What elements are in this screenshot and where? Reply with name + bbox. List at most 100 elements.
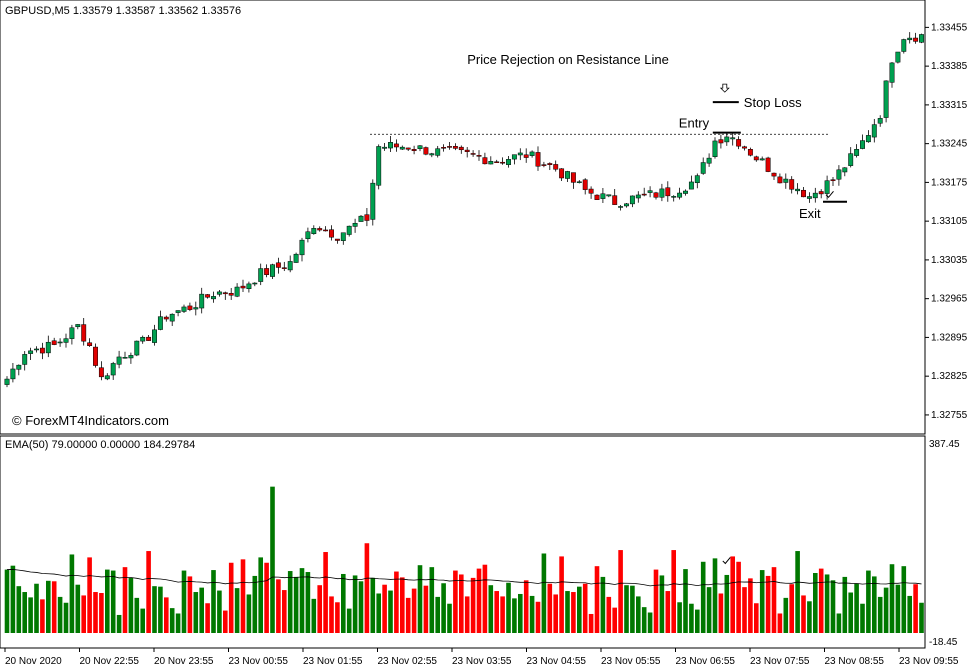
volume-bar-down (476, 568, 482, 633)
price-tick-label: 1.33105 (931, 216, 968, 227)
bear-candle (405, 147, 411, 150)
volume-bar-down (771, 567, 777, 633)
bear-candle (818, 191, 824, 195)
volume-bar-up (901, 566, 907, 633)
volume-bar-down (99, 593, 104, 633)
bull-candle (435, 148, 441, 156)
bull-candle (116, 356, 122, 365)
volume-bar-down (665, 591, 671, 633)
volume-bar-up (28, 597, 33, 633)
volume-bar-down (93, 592, 98, 633)
time-tick-label: 23 Nov 00:55 (229, 656, 289, 667)
volume-bar-up (529, 595, 535, 633)
volume-bar-up (565, 591, 570, 633)
volume-bar-up (57, 596, 63, 633)
price-tick-label: 1.33315 (931, 100, 968, 111)
bull-candle (842, 167, 848, 173)
bear-candle (222, 292, 228, 295)
volume-bar-down (618, 550, 623, 633)
bull-candle (311, 228, 317, 234)
volume-tick-label: 387.45 (929, 439, 960, 450)
price-tick-label: 1.32755 (931, 410, 968, 421)
bull-candle (346, 225, 352, 235)
volume-bar-down (765, 575, 771, 633)
volume-bar-up (683, 569, 688, 633)
volume-bar-up (712, 558, 718, 633)
volume-bar-up (152, 586, 157, 633)
price-tick-label: 1.33175 (931, 177, 968, 188)
volume-bar-up (877, 596, 883, 633)
bear-candle (323, 229, 329, 232)
volume-bar-up (358, 581, 364, 633)
bear-candle (87, 342, 93, 346)
bull-candle (417, 145, 423, 150)
volume-bar-up (34, 583, 39, 633)
volume-tick-label: -18.45 (929, 637, 958, 648)
volume-bar-up (506, 582, 511, 633)
bull-candle (883, 80, 889, 118)
volume-bar-down (535, 601, 541, 633)
bull-candle (647, 190, 653, 193)
volume-bar-up (69, 554, 75, 633)
volume-bar-up (128, 577, 134, 633)
volume-bar-up (689, 603, 694, 633)
volume-bar-up (659, 575, 665, 633)
bull-candle (216, 291, 222, 295)
bull-candle (75, 324, 81, 328)
volume-bar-up (417, 565, 423, 633)
bull-candle (169, 313, 175, 322)
bull-candle (305, 231, 311, 240)
bear-candle (541, 164, 547, 166)
time-tick-label: 20 Nov 22:55 (80, 656, 140, 667)
volume-bar-up (883, 587, 889, 633)
volume-bar-up (287, 571, 293, 633)
volume-bar-up (630, 585, 635, 633)
bear-candle (570, 172, 576, 183)
bear-candle (393, 143, 399, 148)
bear-candle (205, 294, 211, 298)
volume-bar-up (783, 597, 789, 633)
bear-candle (594, 194, 600, 200)
volume-bar-up (211, 570, 216, 633)
bear-candle (747, 149, 753, 156)
bull-candle (382, 146, 388, 149)
time-tick-label: 23 Nov 09:55 (899, 656, 959, 667)
volume-bar-up (641, 607, 647, 633)
bull-candle (358, 215, 364, 222)
volume-bar-down (559, 556, 564, 633)
price-panel[interactable] (0, 0, 926, 435)
bear-candle (777, 176, 783, 184)
bull-candle (659, 188, 665, 198)
bull-candle (16, 364, 22, 370)
volume-bar-up (647, 612, 653, 633)
volume-bar-up (105, 569, 110, 633)
volume-bar-up (889, 564, 895, 633)
volume-bar-down (730, 556, 735, 633)
bull-candle (252, 282, 258, 285)
volume-bar-up (299, 568, 305, 633)
bull-candle (517, 152, 523, 156)
bull-candle (700, 162, 706, 174)
volume-bar-down (789, 584, 794, 633)
volume-bar-up (258, 557, 263, 633)
time-tick-label: 23 Nov 07:55 (750, 656, 810, 667)
bull-candle (629, 195, 635, 205)
volume-bar-down (482, 564, 488, 633)
volume-bar-up (830, 580, 836, 633)
volume-bar-down (606, 596, 612, 633)
volume-bar-up (848, 592, 853, 633)
bear-candle (535, 152, 541, 167)
volume-bar-up (854, 583, 859, 633)
bull-candle (234, 286, 240, 297)
bull-candle (600, 193, 606, 199)
volume-bar-up (842, 576, 848, 633)
volume-bar-up (907, 595, 912, 633)
volume-bar-up (134, 597, 140, 633)
volume-bar-up (293, 576, 299, 633)
volume-bar-up (919, 602, 924, 633)
bull-candle (10, 368, 16, 380)
bear-candle (736, 139, 742, 147)
volume-bar-down (329, 596, 334, 633)
volume-bar-down (913, 584, 918, 633)
